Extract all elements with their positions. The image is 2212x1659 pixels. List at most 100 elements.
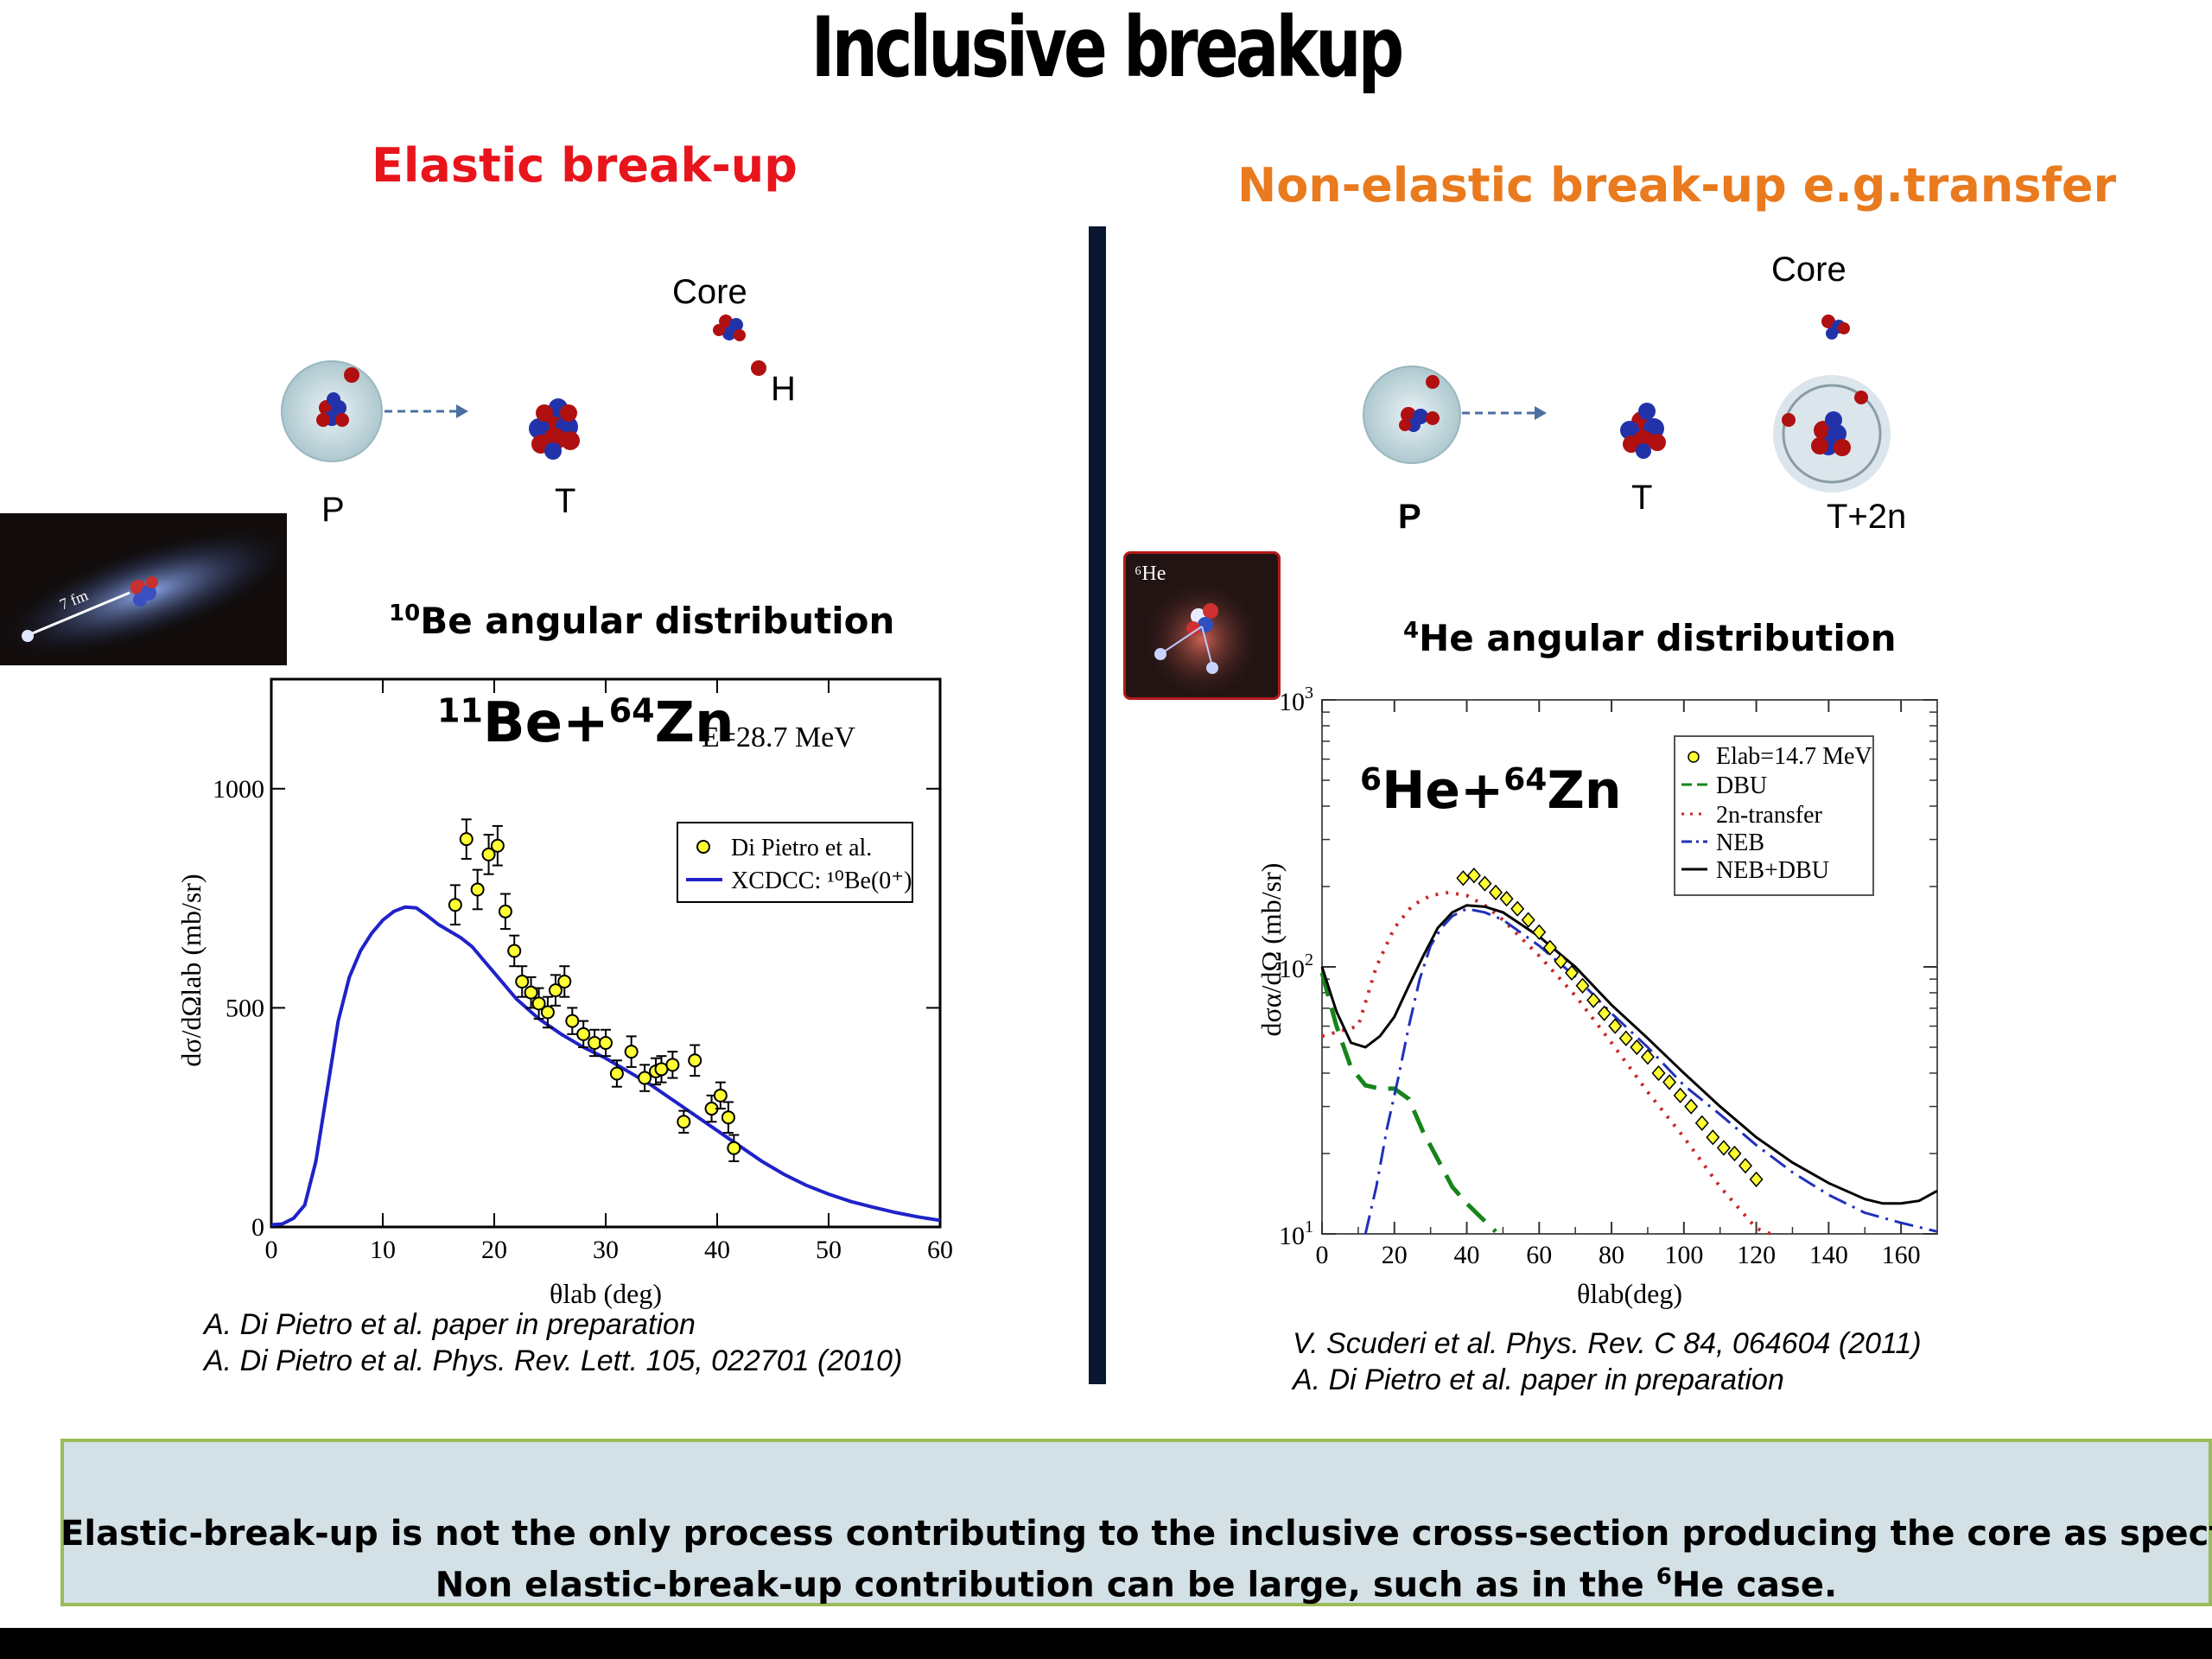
data-point: [1738, 1157, 1753, 1174]
data-point: [1727, 1145, 1742, 1162]
data-point: [1630, 1039, 1644, 1056]
data-point: [1618, 1030, 1633, 1046]
data-point: [576, 1027, 591, 1041]
data-point: [654, 1062, 669, 1077]
legend-box: [677, 822, 913, 903]
data-point: [470, 882, 485, 897]
nonelastic-citation-1: V. Scuderi et al. Phys. Rev. C 84, 06460…: [1293, 1327, 1922, 1360]
legend-label-data: Di Pietro et al.: [731, 835, 872, 861]
x-tick-label: 30: [593, 1236, 619, 1264]
energy-label: E=28.7 MeV: [702, 721, 855, 753]
projectile-nucleus-icon: [1363, 365, 1461, 464]
he6-angular-distribution-chart: 0 20 40 60 80 100 120 140 160 101 102 103 θlab(deg) d…: [1255, 683, 1938, 1309]
data-point: [638, 1071, 652, 1085]
nonelastic-dist-title-text: He angular distribution: [1419, 617, 1897, 659]
nonelastic-dist-title: 4He angular distribution: [1403, 617, 1896, 659]
be11-halo-thumbnail: 7 fm: [0, 513, 287, 665]
elastic-reaction-diagram: [281, 315, 766, 462]
data-point: [624, 1045, 639, 1059]
legend-label: Elab=14.7 MeV: [1716, 743, 1872, 770]
vertical-divider: [1089, 226, 1106, 1384]
data-point: [1542, 939, 1557, 956]
data-point: [1456, 870, 1471, 887]
x-tick-label: 120: [1737, 1241, 1776, 1269]
data-point: [1716, 1140, 1731, 1156]
transfer-curve: [1321, 890, 1772, 1236]
y-axis-label: dσ/dΩlab (mb/sr): [175, 874, 207, 1066]
data-point: [1706, 1129, 1720, 1146]
conclusion-line-1: Elastic-break-up is not the only process…: [60, 1514, 2212, 1554]
data-point: [1597, 1005, 1611, 1021]
bottom-bar: [0, 1628, 2212, 1659]
data-point: [1489, 884, 1503, 901]
target-nucleus-icon: [1620, 403, 1666, 459]
x-tick-label: 20: [481, 1236, 507, 1264]
data-point: [1694, 1115, 1709, 1131]
data-point: [1499, 890, 1514, 907]
y-tick-label: 0: [251, 1213, 264, 1242]
neb-dbu-curve: [1320, 904, 1938, 1205]
page-title: Inclusive breakup: [810, 0, 1405, 96]
y-tick-label: 500: [226, 994, 264, 1022]
data-point: [713, 1088, 728, 1103]
data-point: [540, 1005, 555, 1020]
data-point: [459, 832, 474, 847]
data-point: [688, 1053, 702, 1068]
data-point: [1586, 992, 1601, 1008]
data-point: [1466, 868, 1481, 884]
data-point: [531, 996, 546, 1011]
he6-reaction-label: 6He+64Zn: [1360, 760, 1622, 821]
x-tick-label: 20: [1382, 1241, 1408, 1269]
data-point: [507, 944, 522, 958]
x-tick-label: 80: [1599, 1241, 1624, 1269]
data-point: [1662, 1074, 1677, 1090]
x-axis-label: θlab(deg): [1577, 1278, 1682, 1309]
elastic-fragment-label: H: [771, 370, 796, 408]
data-point: [448, 898, 462, 912]
y-axis-label: dσα/dΩ (mb/sr): [1255, 863, 1287, 1037]
dbu-curve: [1319, 972, 1497, 1234]
data-point: [524, 985, 538, 1000]
elastic-dist-title-text: Be angular distribution: [420, 600, 895, 642]
nonelastic-product-label: T+2n: [1827, 498, 1907, 536]
halo-neutron-icon: [751, 360, 766, 376]
x-tick-label: 100: [1664, 1241, 1703, 1269]
x-tick-label: 40: [704, 1236, 730, 1264]
nonelastic-citation-2: A. Di Pietro et al. paper in preparation: [1293, 1363, 1784, 1396]
x-tick-label: 50: [816, 1236, 842, 1264]
conclusion-box: [60, 1439, 2212, 1606]
data-point: [599, 1035, 613, 1050]
data-point: [1640, 1049, 1655, 1065]
x-tick-label: 10: [370, 1236, 396, 1264]
data-point: [1510, 900, 1525, 917]
data-point: [1684, 1098, 1699, 1115]
data-point: [498, 904, 512, 918]
x-tick-label: 60: [1526, 1241, 1552, 1269]
legend-marker: [1688, 751, 1700, 763]
target-nucleus-icon: [529, 398, 580, 460]
projectile-nucleus-icon: [281, 360, 383, 462]
data-point: [1478, 875, 1492, 892]
data-point: [557, 974, 572, 988]
legend-marker-data: [696, 840, 710, 854]
data-point: [490, 838, 505, 853]
data-point: [565, 1014, 580, 1028]
elastic-dist-title-sup: 10: [389, 601, 421, 626]
x-tick-label: 0: [1316, 1241, 1329, 1269]
x-tick-label: 40: [1454, 1241, 1480, 1269]
nonelastic-projectile-label: P: [1398, 498, 1421, 536]
data-point: [548, 983, 563, 998]
elastic-citation-1: A. Di Pietro et al. paper in preparation: [204, 1308, 696, 1341]
he6-halo-thumbnail: ⁶He: [1123, 551, 1281, 700]
data-point: [1673, 1087, 1688, 1103]
x-tick-label: 60: [927, 1236, 953, 1264]
data-point: [721, 1110, 735, 1125]
y-tick-label: 103: [1279, 683, 1313, 716]
data-point: [727, 1141, 741, 1155]
plot-frame: [270, 677, 942, 1229]
x-axis-label: θlab (deg): [550, 1278, 662, 1309]
elastic-projectile-label: P: [321, 491, 345, 529]
nonelastic-breakup-heading: Non-elastic break-up e.g.transfer: [1237, 158, 2117, 213]
data-point: [481, 847, 496, 861]
be11-angular-distribution-chart: 0 10 20 30 40 50 60 0 500 1000 E=28.7 MeV θlab (deg…: [175, 677, 953, 1309]
